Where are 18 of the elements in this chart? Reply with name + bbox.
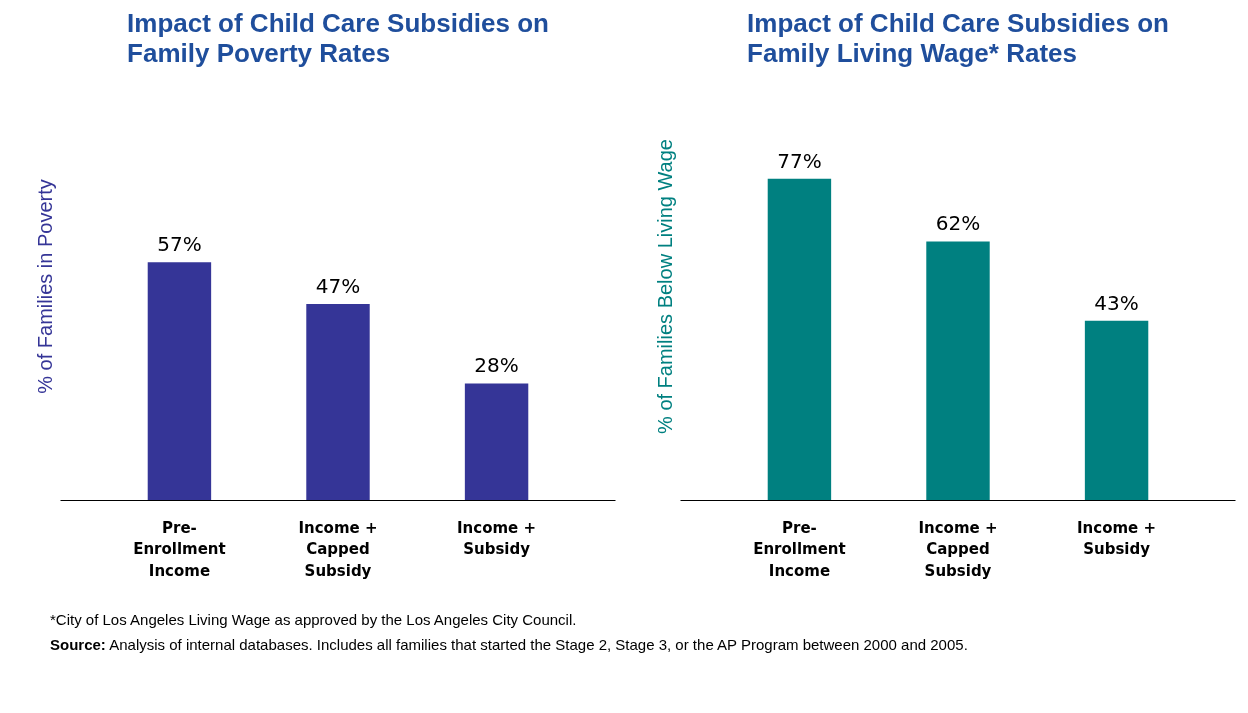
x-tick-label: Pre-Enrollment Income [753,518,846,580]
chart-title: Impact of Child Care Subsidies on Family Living Wage* Rates [747,7,1169,68]
x-tick-label: Income + Subsidy [1077,518,1157,559]
x-tick-label: Pre-Enrollment Income [133,518,226,580]
data-label: 28% [474,353,519,378]
source-note: Source: Analysis of internal databases. Includes all families that started the Stage 2, Stage 3, or the AP Program between 2000 and 2005. [50,635,968,656]
x-tick-label: Income + Capped Subsidy [298,518,378,580]
chart-title: Impact of Child Care Subsidies on Family Poverty Rates [127,7,549,68]
x-tick-label: Income + Capped Subsidy [918,518,998,580]
x-tick-label: Income + Subsidy [457,518,537,559]
data-label: 57% [157,232,202,257]
y-axis-title: % of Families in Poverty [33,179,56,394]
data-label: 62% [935,211,981,236]
data-label: 77% [777,148,822,173]
data-label: 47% [315,274,361,299]
y-axis-title: % of Families Below Living Wage [653,139,676,434]
data-label: 43% [1094,290,1139,315]
text: *City of Los Angeles Living Wage as approved by the Los Angeles City Council. [50,610,578,630]
